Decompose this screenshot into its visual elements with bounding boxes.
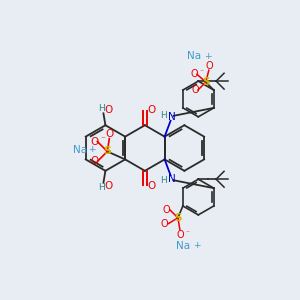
Text: H: H	[98, 104, 105, 113]
Text: O: O	[190, 69, 198, 79]
Text: H: H	[160, 176, 167, 185]
Text: ⁻: ⁻	[186, 228, 190, 237]
Text: ⁻: ⁻	[100, 135, 105, 144]
Text: O: O	[105, 129, 113, 139]
Text: H: H	[98, 183, 105, 192]
Text: O: O	[148, 105, 156, 116]
Text: Na: Na	[176, 241, 190, 250]
Text: ⁻: ⁻	[200, 68, 204, 77]
Text: +: +	[204, 52, 212, 61]
Text: +: +	[88, 145, 95, 154]
Text: O: O	[191, 85, 199, 95]
Text: S: S	[103, 146, 111, 157]
Text: O: O	[104, 181, 112, 191]
Text: S: S	[202, 77, 210, 87]
Text: O: O	[176, 230, 184, 240]
Text: O: O	[104, 105, 112, 116]
Text: O: O	[90, 136, 99, 147]
Text: H: H	[160, 111, 167, 120]
Text: O: O	[148, 181, 156, 191]
Text: Na: Na	[73, 145, 87, 154]
Text: O: O	[206, 61, 214, 71]
Text: O: O	[90, 156, 99, 167]
Text: O: O	[162, 205, 170, 215]
Text: +: +	[193, 241, 200, 250]
Text: O: O	[160, 219, 168, 229]
Text: N: N	[168, 174, 176, 184]
Text: Na: Na	[187, 51, 201, 62]
Text: N: N	[168, 112, 176, 122]
Text: S: S	[174, 213, 182, 223]
